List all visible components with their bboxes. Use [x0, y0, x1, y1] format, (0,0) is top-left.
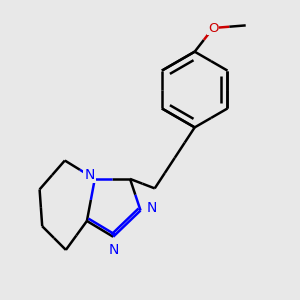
- Text: N: N: [109, 243, 119, 257]
- Text: N: N: [84, 168, 95, 182]
- Text: O: O: [208, 22, 218, 34]
- Text: N: N: [147, 201, 157, 215]
